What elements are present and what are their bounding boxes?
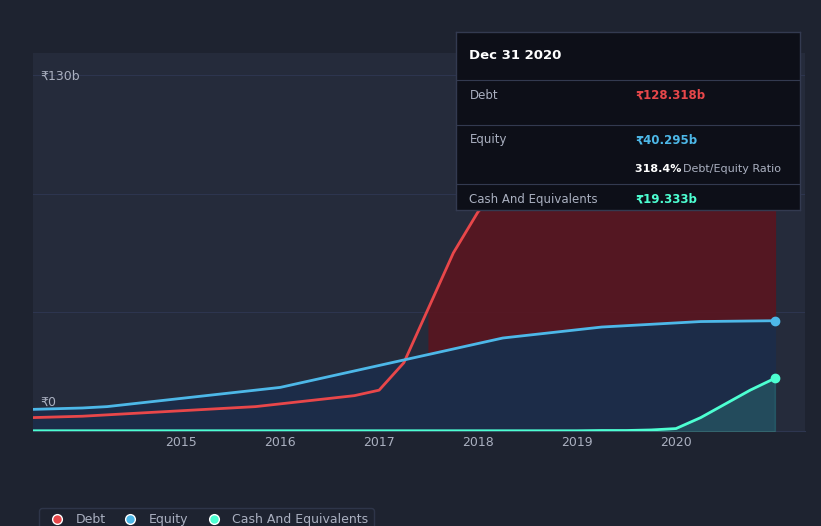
Text: ₹19.333b: ₹19.333b bbox=[635, 193, 697, 206]
Text: ₹40.295b: ₹40.295b bbox=[635, 134, 697, 147]
Text: Cash And Equivalents: Cash And Equivalents bbox=[470, 193, 598, 206]
Text: Debt/Equity Ratio: Debt/Equity Ratio bbox=[683, 164, 782, 174]
Legend: Debt, Equity, Cash And Equivalents: Debt, Equity, Cash And Equivalents bbox=[39, 508, 374, 526]
Text: Equity: Equity bbox=[470, 134, 507, 147]
Text: 318.4%: 318.4% bbox=[635, 164, 686, 174]
Text: Dec 31 2020: Dec 31 2020 bbox=[470, 49, 562, 63]
Text: ₹0: ₹0 bbox=[40, 396, 57, 409]
Text: Debt: Debt bbox=[470, 89, 498, 102]
Text: ₹128.318b: ₹128.318b bbox=[635, 89, 705, 102]
Text: ₹130b: ₹130b bbox=[40, 69, 80, 83]
